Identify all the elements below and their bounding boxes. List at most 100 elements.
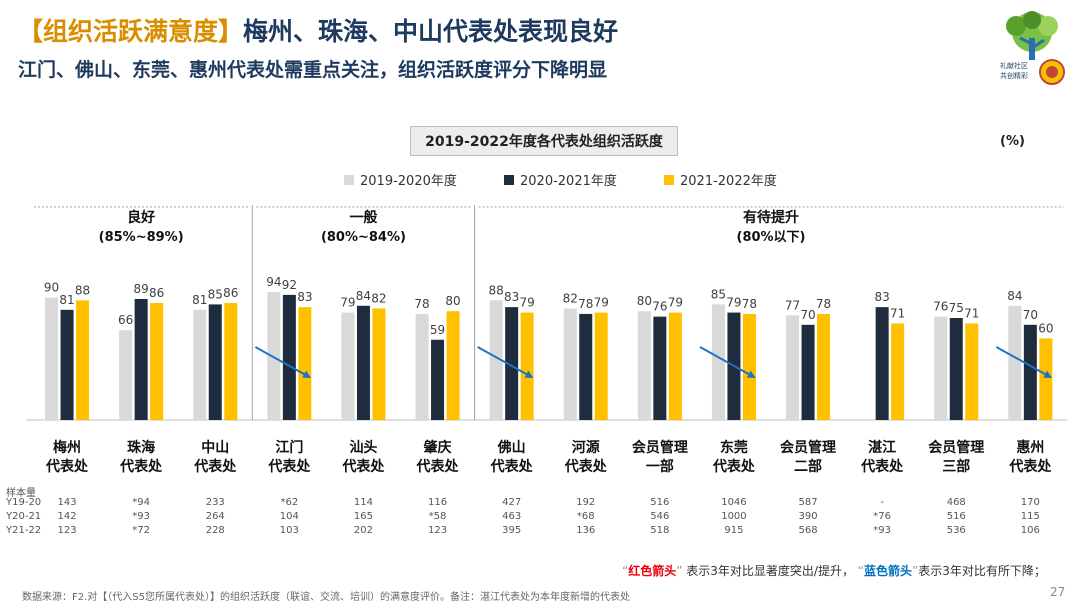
bar-value-label: 66	[118, 313, 133, 327]
bar	[489, 300, 503, 420]
bar-value-label: 78	[816, 297, 831, 311]
blue-arrow-label: 蓝色箭头	[864, 564, 913, 578]
bar	[505, 307, 519, 420]
bar	[1039, 338, 1053, 420]
chart-unit: (%)	[1000, 134, 1025, 149]
title-tag: 【组织活跃满意度】	[18, 17, 244, 46]
quote-close: ”	[912, 564, 919, 578]
bar-value-label: 70	[1023, 308, 1038, 322]
group-range: (80%以下)	[737, 230, 806, 245]
category-label-line2: 代表处	[45, 458, 89, 475]
group-range: (80%~84%)	[321, 230, 406, 245]
quote-open: “	[857, 564, 865, 578]
bar-value-label: 83	[875, 290, 890, 304]
category-label-line2: 代表处	[416, 458, 460, 475]
sample-value: 468	[946, 497, 966, 508]
bar-value-label: 79	[726, 296, 741, 310]
sample-value: 114	[353, 497, 373, 508]
bar-value-label: 79	[668, 296, 683, 310]
bar-value-label: 89	[134, 282, 149, 296]
sample-value: 536	[946, 525, 966, 536]
bar	[817, 313, 831, 420]
bar-value-label: 59	[430, 323, 445, 337]
bar-value-label: 76	[933, 300, 948, 314]
tree-logo-icon: 礼献社区 共创精彩	[1000, 11, 1065, 85]
bar-value-label: 83	[297, 290, 312, 304]
bar	[208, 304, 222, 420]
data-source: 数据来源：F2.对【（代入S5您所属代表处）】的组织活跃度（联谊、交流、培训）的…	[22, 592, 631, 603]
group-label: 有待提升	[743, 209, 799, 226]
legend-swatch	[664, 174, 674, 185]
category-label-line2: 代表处	[564, 458, 608, 475]
bar-value-label: 85	[711, 287, 726, 301]
bar-value-label: 81	[192, 293, 207, 307]
page-title: 【组织活跃满意度】梅州、珠海、中山代表处表现良好	[18, 12, 618, 48]
bar	[298, 307, 312, 420]
category-label: 会员管理	[780, 439, 836, 456]
sample-value: 165	[353, 511, 373, 522]
sample-value: 123	[428, 525, 448, 536]
category-label-line2: 代表处	[712, 458, 756, 475]
sample-value: 1000	[721, 511, 747, 522]
bar-value-label: 84	[1007, 289, 1022, 303]
sample-row-label: Y19-20	[6, 497, 42, 508]
logo: 礼献社区 共创精彩	[996, 10, 1068, 88]
sample-value: *58	[428, 511, 447, 522]
bar	[1023, 324, 1037, 420]
bar	[45, 297, 59, 420]
logo-text-2: 共创精彩	[1000, 71, 1028, 80]
bar	[267, 292, 281, 420]
bar	[949, 318, 963, 420]
bar	[282, 294, 296, 420]
bar	[224, 303, 238, 420]
sample-value: *93	[873, 525, 891, 536]
sample-value: 115	[1020, 511, 1040, 522]
quote-open: “	[622, 564, 629, 578]
sample-value: 516	[946, 511, 966, 522]
legend-label: 2019-2020年度	[360, 174, 457, 189]
sample-value: 116	[428, 497, 448, 508]
bar-value-label: 78	[578, 297, 593, 311]
sample-value: *93	[132, 511, 150, 522]
bar-value-label: 88	[489, 283, 504, 297]
bar	[801, 324, 815, 420]
bar	[594, 312, 608, 420]
category-label: 东莞	[720, 439, 748, 456]
bar-value-label: 60	[1038, 321, 1053, 335]
sample-value: 568	[798, 525, 818, 536]
sample-value: 427	[502, 497, 522, 508]
bar-value-label: 82	[563, 291, 578, 305]
group-range: (85%~89%)	[99, 230, 184, 245]
bar-value-label: 81	[59, 293, 74, 307]
legend-item-2021: 2021-2022年度	[664, 170, 777, 189]
bar	[965, 323, 979, 420]
bar	[875, 307, 889, 420]
blue-arrow-text: 表示3年对比有所下降；	[918, 564, 1046, 578]
sample-value: 142	[57, 511, 77, 522]
category-label: 会员管理	[928, 439, 984, 456]
bar-chart: 良好 (85%~89%) 一般 (80%~84%) 有待提升 (80%以下) 90 66 81…	[26, 205, 1068, 475]
category-label-line2: 代表处	[1008, 458, 1052, 475]
chart-title: 2019-2022年度各代表处组织活跃度	[410, 126, 678, 156]
legend-swatch	[504, 174, 514, 185]
bar	[372, 308, 386, 420]
bar	[786, 315, 800, 420]
sample-value: 915	[724, 525, 744, 536]
category-label: 江门	[275, 439, 303, 456]
quote-close: ”	[676, 564, 683, 578]
bar-value-label: 82	[371, 291, 386, 305]
red-arrow-text: 表示3年对比显著度突出/提升，	[686, 564, 854, 578]
category-label-line2: 代表处	[860, 458, 904, 475]
category-label: 肇庆	[424, 439, 452, 456]
bar	[711, 304, 725, 420]
bar-value-label: 85	[208, 287, 223, 301]
legend-label: 2021-2022年度	[680, 174, 777, 189]
sample-value: 202	[353, 525, 373, 536]
bar	[1008, 305, 1022, 420]
trend-down-arrow	[254, 346, 312, 378]
category-label-line2: 代表处	[490, 458, 534, 475]
bar-value-label: 88	[75, 283, 90, 297]
sample-value: 170	[1020, 497, 1040, 508]
bar	[134, 298, 148, 420]
bar	[119, 330, 133, 420]
